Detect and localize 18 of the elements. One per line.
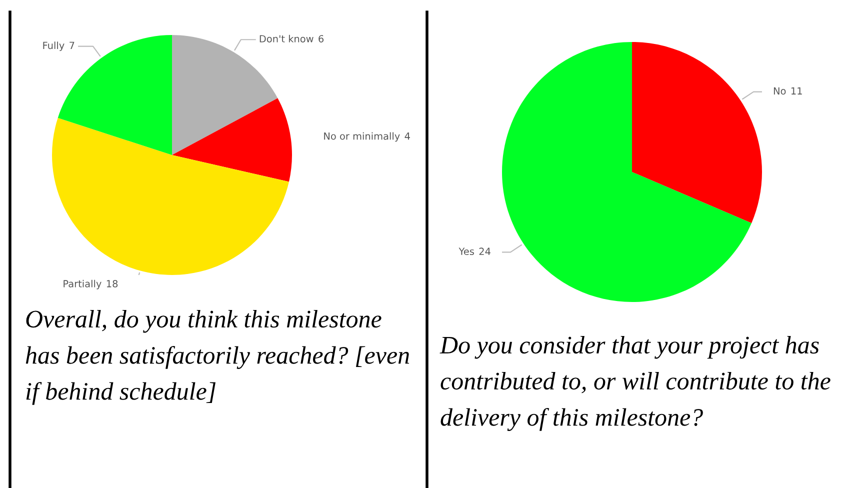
pie-slice [52,118,289,275]
pie-slice [632,42,762,224]
data-label: 6 [318,35,324,42]
slice-label: Yes [458,248,474,256]
slice-label: Partially [64,280,102,290]
text: Do you consider that your project has contributed to, or will contribute to the delivery of this milestone? [440,336,830,431]
slice-label: Don't know [260,34,314,42]
data-label: 18 [106,280,118,288]
text: Overall, do you think this milestone has been satisfactorily reached? [even if behind schedule] [26,310,410,405]
slice-label: No or minimally [324,132,400,142]
data-label: 4 [404,132,410,140]
slice-label: Fully [43,42,64,51]
slice-label: No [774,87,786,95]
pie-slice [172,98,292,182]
data-label: 7 [70,42,74,49]
data-label: 24 [479,248,490,255]
pie-slice [502,42,752,302]
data-label: 11 [791,87,802,94]
